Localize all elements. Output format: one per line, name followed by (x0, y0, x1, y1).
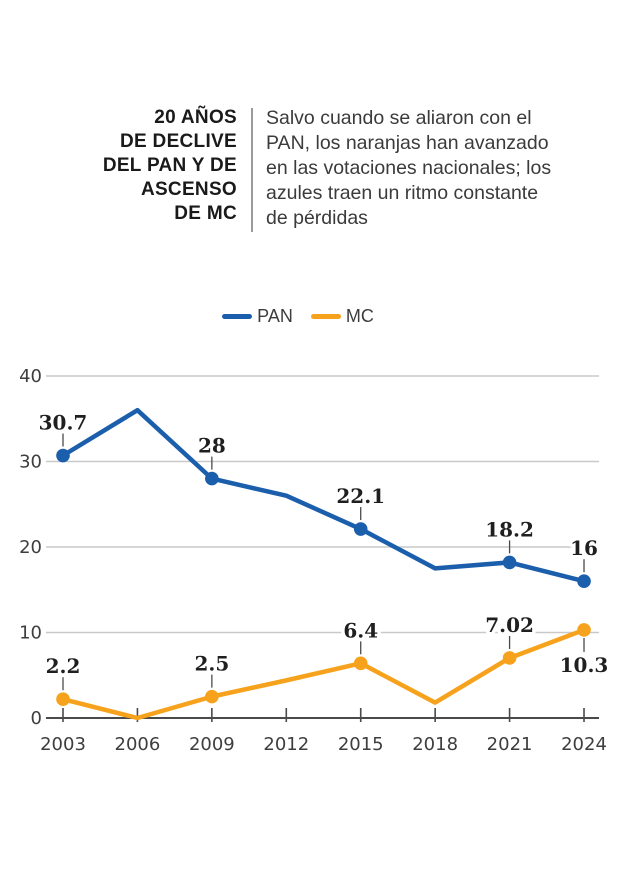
mc-point (56, 692, 70, 706)
chart-title-line: DEL PAN Y DE (102, 155, 237, 176)
pan-line (60, 407, 587, 584)
x-tick-label: 2012 (263, 734, 309, 755)
y-tick-label: 40 (19, 366, 42, 387)
pan-point (577, 574, 591, 588)
y-tick-label: 0 (31, 708, 42, 729)
description-line: en las votaciones nacionales; los (266, 157, 552, 179)
legend-item-mc: MC (310, 306, 374, 327)
mc-point (205, 689, 219, 704)
pan-point (205, 471, 219, 486)
x-tick-label: 2006 (115, 734, 161, 755)
chart-title: 20 AÑOS DE DECLIVE DEL PAN Y DE ASCENSO … (0, 106, 237, 226)
mc-data-label: 10.3 (560, 653, 609, 677)
description-line: azules traen un ritmo constante (266, 182, 539, 204)
legend-label-pan: PAN (257, 306, 293, 326)
mc-point (577, 623, 591, 637)
x-tick-label: 2021 (487, 734, 533, 755)
chart-description: Salvo cuando se aliaron con el PAN, los … (266, 106, 566, 231)
mc-data-label: 6.4 (343, 618, 378, 642)
pan-data-label: 16 (570, 536, 598, 560)
vertical-divider (251, 108, 253, 232)
legend-item-pan: PAN (222, 306, 293, 327)
pan-data-label: 28 (198, 434, 226, 458)
chart-title-line: DE DECLIVE (119, 131, 237, 152)
mc-line-swatch-icon (310, 314, 341, 319)
y-tick-label: 10 (19, 623, 42, 644)
pan-point (502, 555, 517, 570)
mc-data-label: 2.5 (194, 652, 229, 676)
x-tick-label: 2003 (40, 734, 86, 755)
x-tick-label: 2009 (189, 734, 235, 755)
pan-point (353, 522, 368, 536)
pan-data-label: 22.1 (336, 484, 385, 508)
y-tick-label: 20 (19, 537, 42, 558)
chart-title-line: DE MC (174, 203, 237, 224)
description-line: PAN, los naranjas han avanzado (266, 132, 549, 154)
description-line: Salvo cuando se aliaron con el (266, 107, 532, 129)
pan-data-label: 18.2 (485, 517, 534, 541)
x-tick-label: 2024 (561, 734, 607, 755)
pan-point (56, 448, 70, 463)
legend: PAN MC (0, 306, 607, 327)
chart-title-line: ASCENSO (140, 179, 237, 200)
mc-line (60, 627, 587, 721)
x-tick-label: 2015 (338, 734, 384, 755)
mc-point (353, 656, 368, 671)
mc-data-label: 2.2 (46, 654, 81, 678)
legend-label-mc: MC (345, 306, 374, 326)
pan-line-swatch-icon (222, 314, 253, 319)
description-line: de pérdidas (266, 207, 368, 229)
y-tick-label: 30 (19, 452, 42, 473)
pan-data-label: 30.7 (39, 411, 88, 435)
mc-data-label: 7.02 (485, 613, 534, 637)
chart-title-line: 20 AÑOS (154, 107, 237, 128)
mc-point (502, 651, 517, 665)
x-tick-label: 2018 (412, 734, 458, 755)
